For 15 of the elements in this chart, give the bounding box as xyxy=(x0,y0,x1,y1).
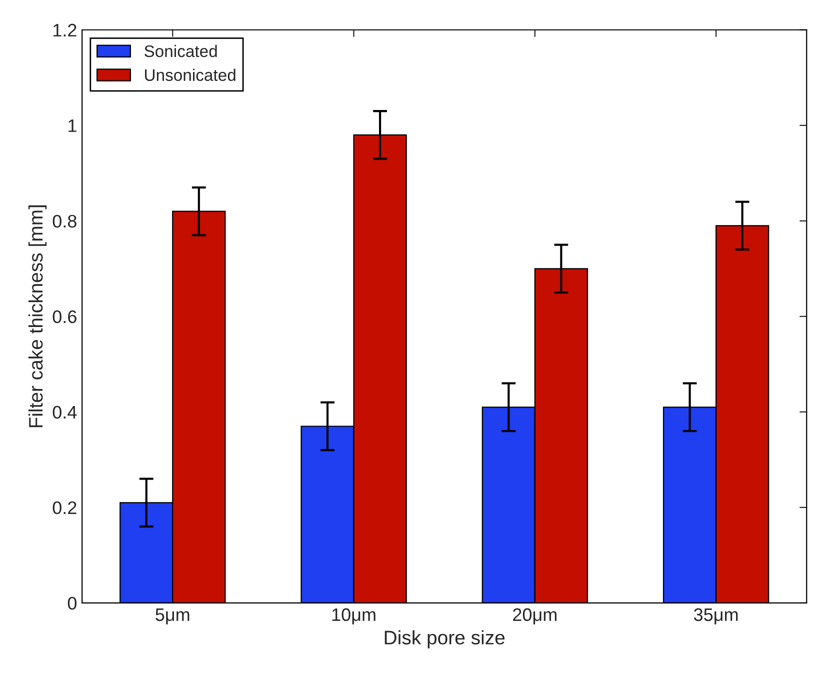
legend-label: Unsonicated xyxy=(145,68,236,81)
x-tick-label: 20μm xyxy=(513,608,556,624)
y-axis-title: Filter cake thickness [mm] xyxy=(28,205,47,428)
y-tick-label: 0 xyxy=(68,596,77,610)
x-tick-label: 10μm xyxy=(332,608,376,624)
legend-label: Sonicated xyxy=(144,44,217,58)
x-tick-label: 35μm xyxy=(694,608,738,624)
y-tick-label: 1.2 xyxy=(53,24,76,36)
y-tick-label: 1 xyxy=(68,120,76,132)
y-tick-label: 0.8 xyxy=(52,214,76,228)
x-tick-label: 5μm xyxy=(156,608,190,624)
x-axis-title: Disk pore size xyxy=(384,630,505,648)
y-tick-label: 0.4 xyxy=(52,406,77,419)
y-tick-label: 0.2 xyxy=(52,501,76,514)
y-tick-label: 0.6 xyxy=(52,310,76,324)
